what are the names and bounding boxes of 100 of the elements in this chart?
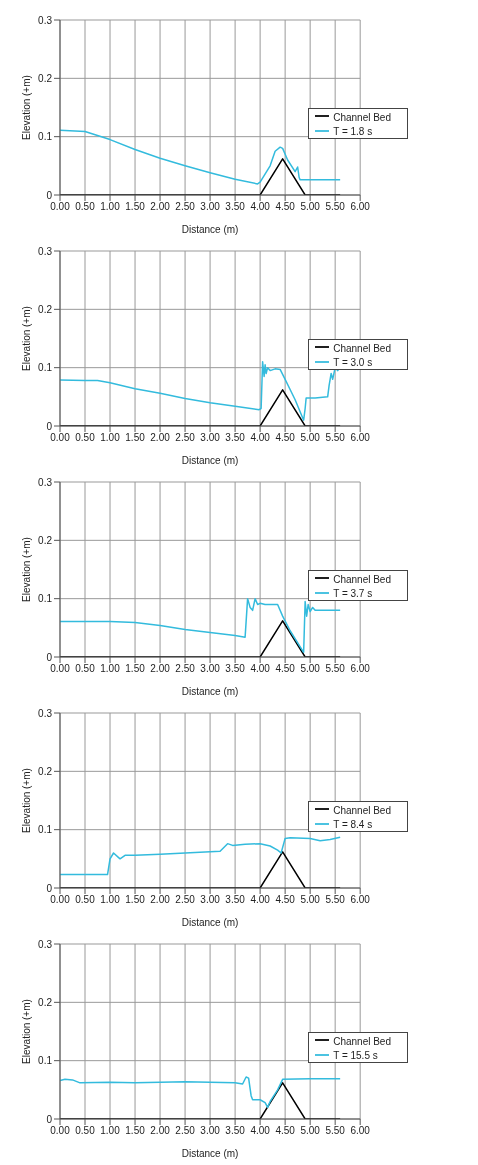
x-tick-label: 6.00 bbox=[350, 201, 371, 213]
x-tick-label: 1.00 bbox=[100, 1125, 121, 1137]
line-series bbox=[60, 129, 341, 185]
x-tick-label: 6.00 bbox=[350, 663, 371, 675]
y-tick-label: 0.2 bbox=[38, 534, 53, 546]
x-tick-label: 1.00 bbox=[100, 663, 121, 675]
x-tick-label: 5.00 bbox=[300, 201, 321, 213]
x-axis-title: Distance (m) bbox=[181, 455, 239, 466]
x-tick-label: 2.50 bbox=[175, 432, 196, 444]
x-tick-label: 5.00 bbox=[300, 663, 321, 675]
y-tick-label: 0 bbox=[46, 189, 53, 201]
x-tick-label: 0.00 bbox=[50, 894, 71, 906]
x-tick-label: 4.00 bbox=[250, 894, 271, 906]
legend-label: Channel Bed bbox=[333, 573, 391, 585]
x-tick-label: 1.50 bbox=[125, 432, 146, 444]
line-series bbox=[60, 1076, 341, 1109]
y-tick-label: 0.2 bbox=[38, 303, 53, 315]
x-tick-label: 4.50 bbox=[275, 1125, 296, 1137]
y-tick-label: 0.1 bbox=[38, 593, 53, 605]
x-tick-label: 5.00 bbox=[300, 1125, 321, 1137]
y-tick-label: 0.2 bbox=[38, 996, 53, 1008]
x-tick-label: 1.50 bbox=[125, 201, 146, 213]
y-tick-label: 0 bbox=[46, 420, 53, 432]
x-tick-label: 5.00 bbox=[300, 432, 321, 444]
x-tick-label: 4.50 bbox=[275, 201, 296, 213]
y-tick-label: 0.1 bbox=[38, 131, 53, 143]
x-tick-label: 3.50 bbox=[225, 432, 246, 444]
x-tick-label: 0.00 bbox=[50, 432, 71, 444]
x-tick-label: 0.50 bbox=[75, 201, 96, 213]
x-tick-label: 4.00 bbox=[250, 1125, 271, 1137]
x-tick-label: 2.50 bbox=[175, 663, 196, 675]
y-tick-label: 0.2 bbox=[38, 72, 53, 84]
y-tick-label: 0.3 bbox=[38, 14, 53, 26]
x-axis-title: Distance (m) bbox=[181, 224, 239, 235]
x-tick-label: 4.50 bbox=[275, 432, 296, 444]
y-tick-label: 0.3 bbox=[38, 245, 53, 257]
x-tick-label: 4.50 bbox=[275, 894, 296, 906]
legend-label: T = 1.8 s bbox=[333, 125, 373, 137]
line-series bbox=[60, 836, 341, 876]
legend-label: T = 15.5 s bbox=[333, 1049, 378, 1061]
x-tick-label: 5.50 bbox=[325, 894, 346, 906]
x-tick-label: 4.00 bbox=[250, 432, 271, 444]
x-tick-label: 4.00 bbox=[250, 201, 271, 213]
y-axis-title: Elevation (+m) bbox=[20, 999, 32, 1064]
x-tick-label: 6.00 bbox=[350, 1125, 371, 1137]
y-tick-label: 0 bbox=[46, 651, 53, 663]
legend-label: Channel Bed bbox=[333, 342, 391, 354]
x-tick-label: 0.50 bbox=[75, 894, 96, 906]
x-tick-label: 3.00 bbox=[200, 432, 221, 444]
x-tick-label: 1.50 bbox=[125, 1125, 146, 1137]
x-tick-label: 6.00 bbox=[350, 894, 371, 906]
x-tick-label: 2.00 bbox=[150, 894, 171, 906]
y-tick-label: 0.3 bbox=[38, 707, 53, 719]
x-tick-label: 0.00 bbox=[50, 663, 71, 675]
legend-label: Channel Bed bbox=[333, 1035, 391, 1047]
x-tick-label: 3.00 bbox=[200, 1125, 221, 1137]
x-tick-label: 3.50 bbox=[225, 663, 246, 675]
x-axis-title: Distance (m) bbox=[181, 686, 239, 697]
x-tick-label: 2.50 bbox=[175, 1125, 196, 1137]
x-tick-label: 6.00 bbox=[350, 432, 371, 444]
legend-label: Channel Bed bbox=[333, 804, 391, 816]
x-tick-label: 5.00 bbox=[300, 894, 321, 906]
y-axis-title: Elevation (+m) bbox=[20, 537, 32, 602]
x-tick-label: 5.50 bbox=[325, 201, 346, 213]
x-tick-label: 2.00 bbox=[150, 1125, 171, 1137]
y-tick-label: 0.1 bbox=[38, 824, 53, 836]
y-tick-label: 0 bbox=[46, 1113, 53, 1125]
x-axis-title: Distance (m) bbox=[181, 917, 239, 928]
y-axis-title: Elevation (+m) bbox=[20, 75, 32, 140]
x-tick-label: 2.00 bbox=[150, 432, 171, 444]
x-tick-label: 5.50 bbox=[325, 1125, 346, 1137]
x-tick-label: 1.50 bbox=[125, 663, 146, 675]
x-tick-label: 4.00 bbox=[250, 663, 271, 675]
y-tick-label: 0.3 bbox=[38, 476, 53, 488]
y-axis-title: Elevation (+m) bbox=[20, 768, 32, 833]
legend-label: T = 3.7 s bbox=[333, 587, 373, 599]
x-tick-label: 3.50 bbox=[225, 894, 246, 906]
y-tick-label: 0 bbox=[46, 882, 53, 894]
x-tick-label: 4.50 bbox=[275, 663, 296, 675]
x-tick-label: 0.50 bbox=[75, 663, 96, 675]
x-axis-title: Distance (m) bbox=[181, 1148, 239, 1159]
x-tick-label: 1.00 bbox=[100, 201, 121, 213]
x-tick-label: 2.00 bbox=[150, 663, 171, 675]
x-tick-label: 5.50 bbox=[325, 663, 346, 675]
x-tick-label: 0.00 bbox=[50, 1125, 71, 1137]
x-tick-label: 1.00 bbox=[100, 894, 121, 906]
x-tick-label: 0.50 bbox=[75, 1125, 96, 1137]
x-tick-label: 2.00 bbox=[150, 201, 171, 213]
x-tick-label: 5.50 bbox=[325, 432, 346, 444]
legend-label: T = 8.4 s bbox=[333, 818, 373, 830]
x-tick-label: 3.00 bbox=[200, 894, 221, 906]
x-tick-label: 1.50 bbox=[125, 894, 146, 906]
x-tick-label: 2.50 bbox=[175, 201, 196, 213]
y-tick-label: 0.3 bbox=[38, 938, 53, 950]
x-tick-label: 0.00 bbox=[50, 201, 71, 213]
x-tick-label: 3.50 bbox=[225, 201, 246, 213]
y-tick-label: 0.1 bbox=[38, 362, 53, 374]
x-tick-label: 3.50 bbox=[225, 1125, 246, 1137]
y-axis-title: Elevation (+m) bbox=[20, 306, 32, 371]
y-tick-label: 0.1 bbox=[38, 1055, 53, 1067]
